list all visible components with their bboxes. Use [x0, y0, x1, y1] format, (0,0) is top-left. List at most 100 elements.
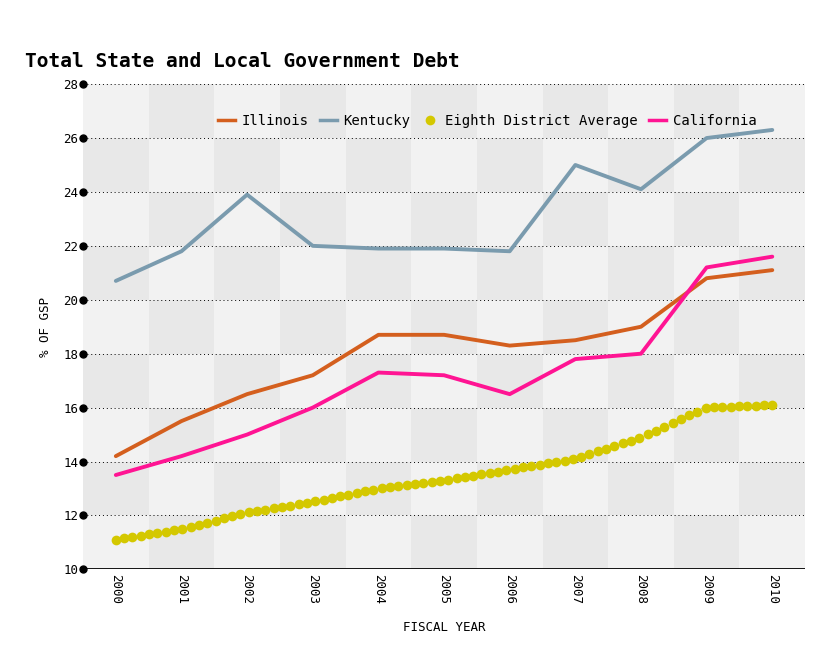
Bar	[608, 516, 674, 569]
Bar	[477, 354, 543, 408]
Bar	[608, 461, 674, 516]
Bar	[411, 246, 477, 300]
Bar	[608, 246, 674, 300]
Bar	[674, 354, 740, 408]
Bar	[345, 461, 411, 516]
Bar	[740, 192, 805, 246]
Bar	[411, 138, 477, 192]
Bar	[345, 408, 411, 461]
Bar	[345, 354, 411, 408]
Bar	[543, 461, 608, 516]
Bar	[411, 408, 477, 461]
Bar	[214, 461, 280, 516]
Bar	[543, 138, 608, 192]
Bar	[214, 138, 280, 192]
Bar	[674, 84, 740, 138]
Bar	[83, 84, 149, 138]
Bar	[477, 138, 543, 192]
Bar	[740, 84, 805, 138]
Bar	[280, 354, 345, 408]
Bar	[543, 300, 608, 354]
Bar	[411, 300, 477, 354]
Bar	[83, 246, 149, 300]
Bar	[345, 516, 411, 569]
Bar	[214, 300, 280, 354]
Bar	[477, 192, 543, 246]
Bar	[608, 138, 674, 192]
Bar	[740, 138, 805, 192]
Bar	[83, 408, 149, 461]
Bar	[740, 246, 805, 300]
Bar	[345, 246, 411, 300]
Bar	[149, 138, 214, 192]
Text: Total State and Local Government Debt: Total State and Local Government Debt	[25, 52, 460, 71]
Bar	[280, 192, 345, 246]
Bar	[149, 246, 214, 300]
Bar	[149, 300, 214, 354]
Bar	[411, 354, 477, 408]
Bar	[543, 354, 608, 408]
Bar	[345, 192, 411, 246]
Bar	[411, 192, 477, 246]
Bar	[83, 138, 149, 192]
Bar	[543, 408, 608, 461]
Bar	[280, 408, 345, 461]
Bar	[83, 192, 149, 246]
Bar	[477, 300, 543, 354]
Bar	[608, 408, 674, 461]
Bar	[674, 192, 740, 246]
Bar	[214, 192, 280, 246]
Bar	[280, 138, 345, 192]
Bar	[740, 354, 805, 408]
Bar	[543, 84, 608, 138]
Bar	[280, 461, 345, 516]
Bar	[411, 516, 477, 569]
Bar	[83, 354, 149, 408]
Bar	[149, 354, 214, 408]
Bar	[477, 516, 543, 569]
Bar	[411, 461, 477, 516]
Bar	[83, 516, 149, 569]
Bar	[608, 192, 674, 246]
Bar	[674, 408, 740, 461]
Bar	[149, 461, 214, 516]
Bar	[345, 84, 411, 138]
Bar	[149, 516, 214, 569]
Bar	[345, 300, 411, 354]
X-axis label: FISCAL YEAR: FISCAL YEAR	[403, 621, 486, 634]
Bar	[280, 84, 345, 138]
Bar	[608, 300, 674, 354]
Y-axis label: % OF GSP: % OF GSP	[39, 297, 52, 356]
Bar	[543, 516, 608, 569]
Bar	[477, 461, 543, 516]
Bar	[674, 516, 740, 569]
Bar	[674, 246, 740, 300]
Bar	[280, 246, 345, 300]
Bar	[740, 461, 805, 516]
Bar	[411, 84, 477, 138]
Bar	[674, 138, 740, 192]
Legend: Illinois, Kentucky, Eighth District Average, California: Illinois, Kentucky, Eighth District Aver…	[212, 108, 762, 133]
Bar	[214, 408, 280, 461]
Bar	[608, 354, 674, 408]
Bar	[83, 461, 149, 516]
Bar	[214, 246, 280, 300]
Bar	[149, 408, 214, 461]
Bar	[543, 192, 608, 246]
Bar	[740, 408, 805, 461]
Bar	[214, 354, 280, 408]
Bar	[345, 138, 411, 192]
Bar	[674, 300, 740, 354]
Bar	[149, 192, 214, 246]
Bar	[477, 246, 543, 300]
Bar	[740, 516, 805, 569]
Bar	[477, 408, 543, 461]
Bar	[543, 246, 608, 300]
Bar	[674, 461, 740, 516]
Bar	[214, 516, 280, 569]
Bar	[83, 300, 149, 354]
Bar	[280, 300, 345, 354]
Bar	[477, 84, 543, 138]
Bar	[608, 84, 674, 138]
Bar	[149, 84, 214, 138]
